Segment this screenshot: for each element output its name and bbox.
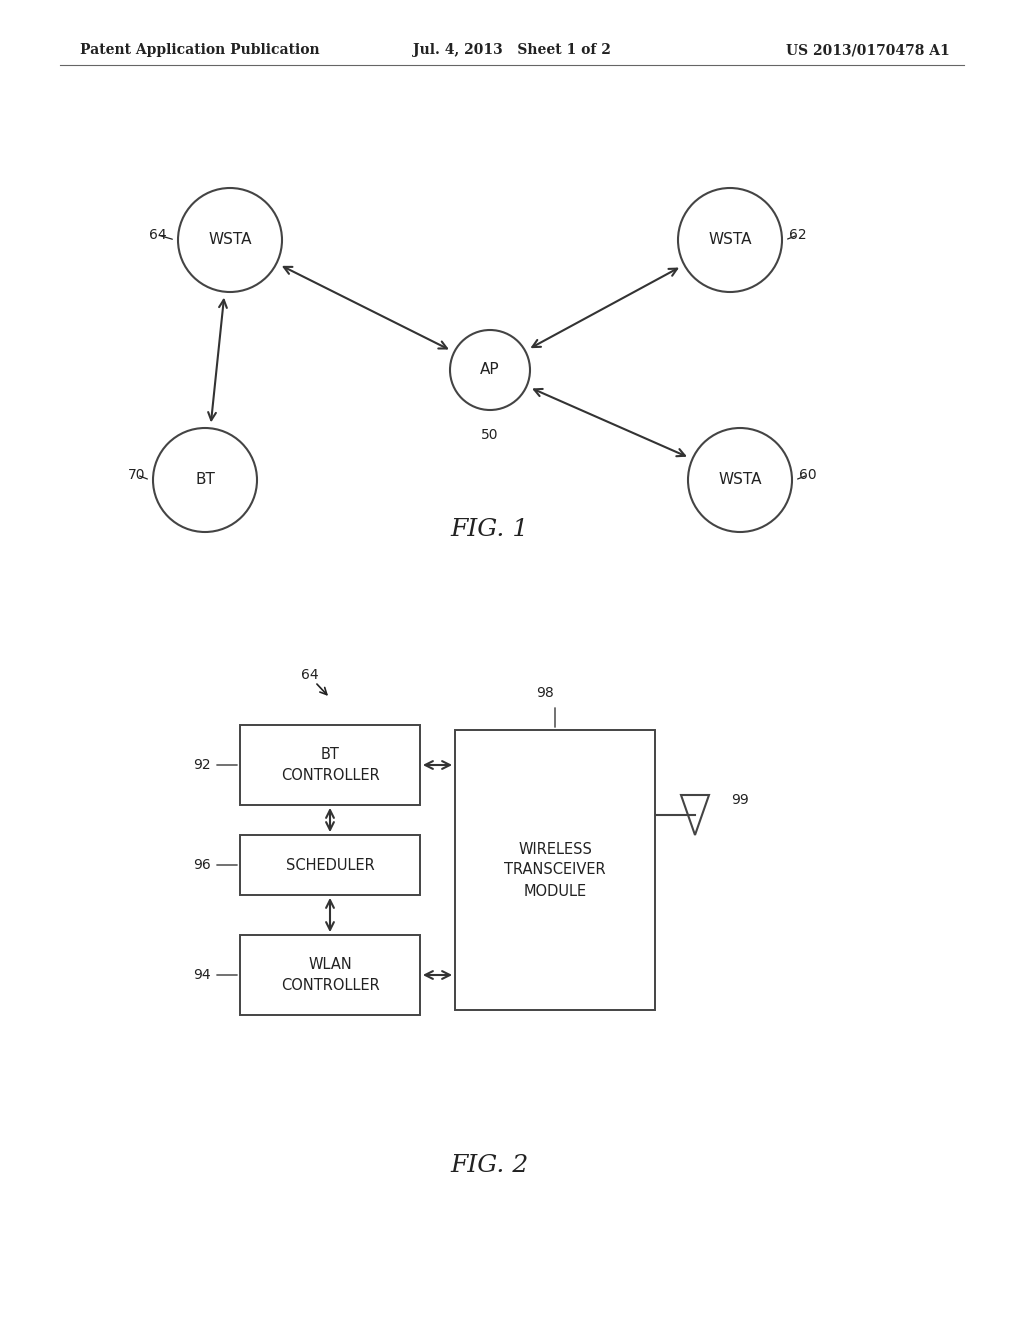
Text: US 2013/0170478 A1: US 2013/0170478 A1	[786, 44, 950, 57]
Text: BT: BT	[195, 473, 215, 487]
Text: WSTA: WSTA	[709, 232, 752, 248]
Text: 50: 50	[481, 428, 499, 442]
Text: 92: 92	[194, 758, 211, 772]
Text: WIRELESS
TRANSCEIVER
MODULE: WIRELESS TRANSCEIVER MODULE	[504, 842, 606, 899]
Circle shape	[178, 187, 282, 292]
Circle shape	[678, 187, 782, 292]
Circle shape	[153, 428, 257, 532]
Text: 64: 64	[301, 668, 318, 682]
Text: 64: 64	[150, 228, 167, 242]
Text: 94: 94	[194, 968, 211, 982]
Circle shape	[688, 428, 792, 532]
Bar	[240, 725, 420, 805]
Text: 99: 99	[731, 793, 749, 807]
Text: AP: AP	[480, 363, 500, 378]
Text: WLAN
CONTROLLER: WLAN CONTROLLER	[281, 957, 379, 993]
Bar	[455, 730, 655, 1010]
Text: SCHEDULER: SCHEDULER	[286, 858, 375, 873]
Text: 70: 70	[128, 469, 145, 482]
Text: WSTA: WSTA	[718, 473, 762, 487]
Text: 96: 96	[194, 858, 211, 873]
Text: BT
CONTROLLER: BT CONTROLLER	[281, 747, 379, 783]
Text: WSTA: WSTA	[208, 232, 252, 248]
Circle shape	[450, 330, 530, 411]
Bar	[240, 935, 420, 1015]
Text: 60: 60	[799, 469, 817, 482]
Text: Patent Application Publication: Patent Application Publication	[80, 44, 319, 57]
Text: FIG. 2: FIG. 2	[451, 1154, 529, 1176]
Bar	[240, 836, 420, 895]
Text: 62: 62	[790, 228, 807, 242]
Text: Jul. 4, 2013   Sheet 1 of 2: Jul. 4, 2013 Sheet 1 of 2	[413, 44, 611, 57]
Text: FIG. 1: FIG. 1	[451, 519, 529, 541]
Text: 98: 98	[537, 686, 554, 700]
